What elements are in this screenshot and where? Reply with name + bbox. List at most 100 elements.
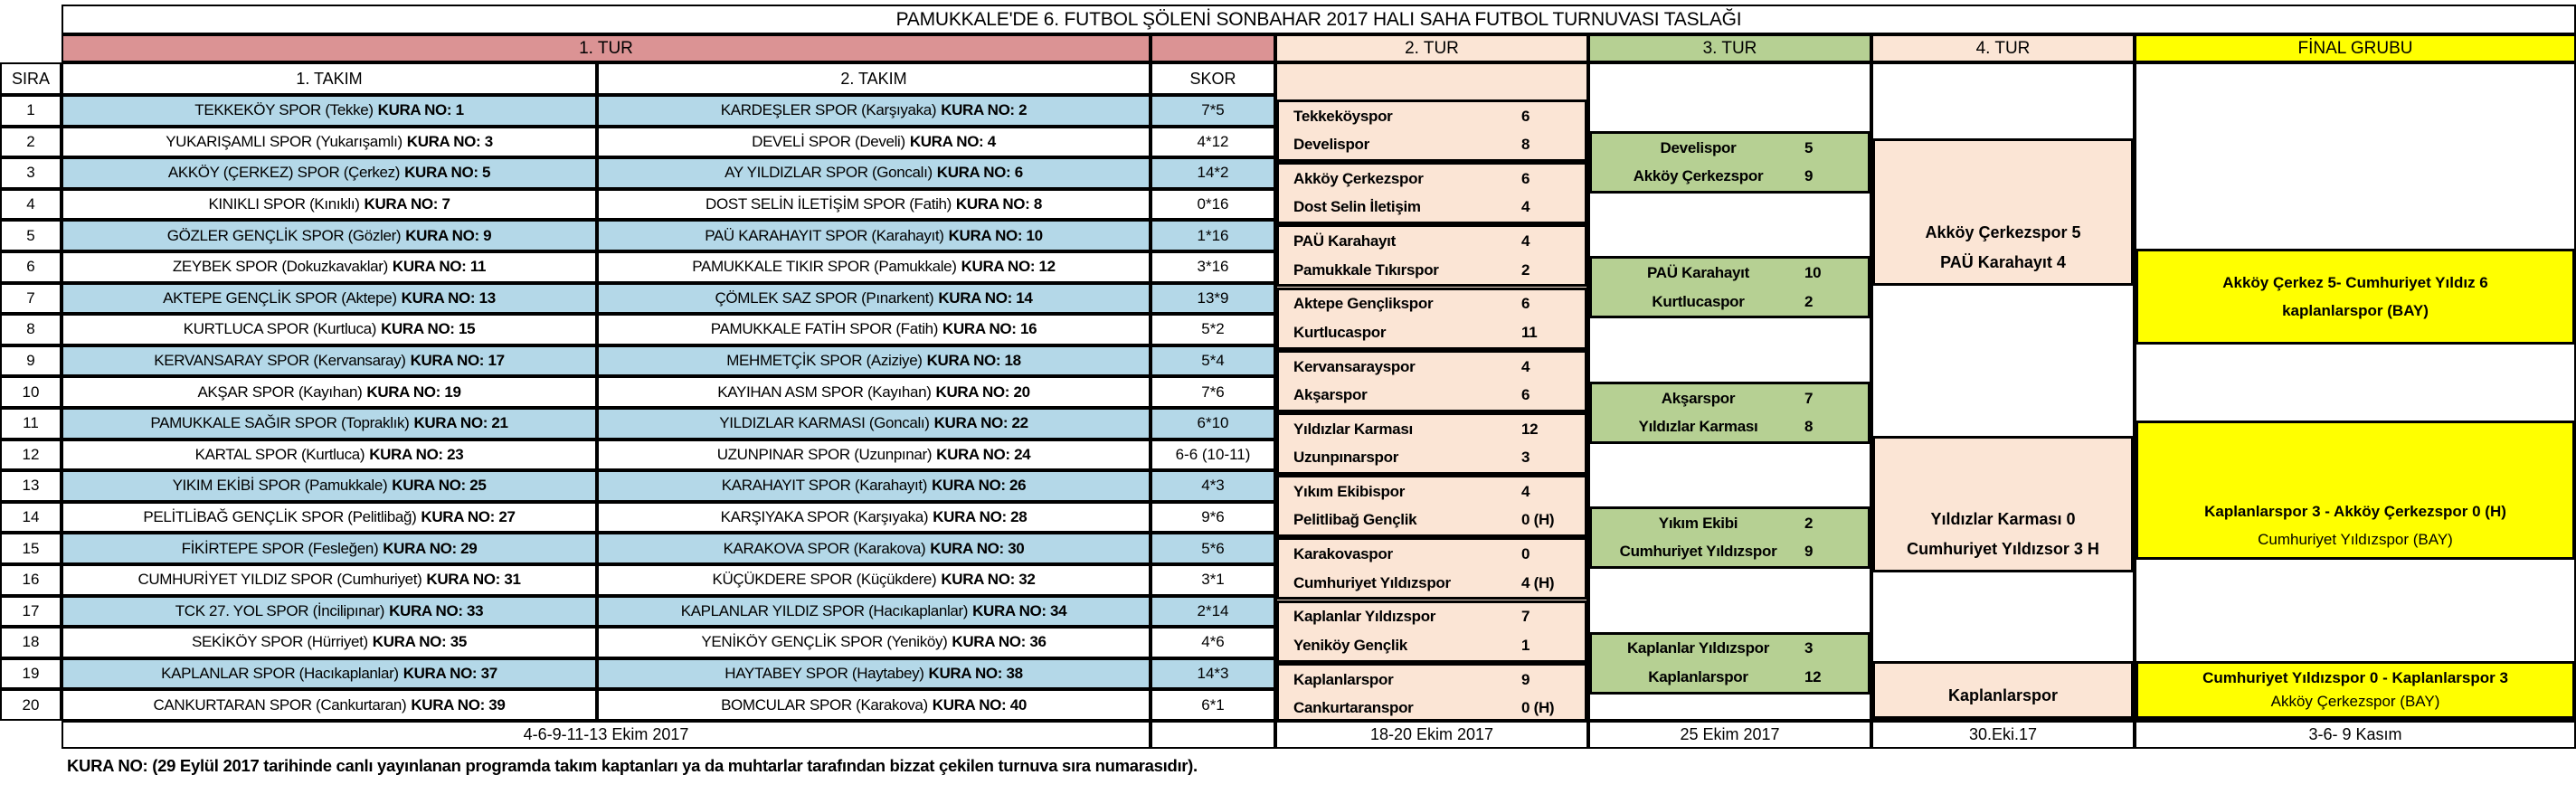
- round4-result-line: PAÜ Karahayıt 4: [1940, 253, 2066, 271]
- team2-cell: DOST SELİN İLETİŞİM SPOR (Fatih) KURA NO:…: [597, 188, 1151, 221]
- final-result-line: Akköy Çerkez 5- Cumhuriyet Yıldız 6: [2222, 274, 2488, 291]
- round2-team: Aktepe Gençlikspor: [1293, 295, 1434, 313]
- team2-cell: KARŞIYAKA SPOR (Karşıyaka) KURA NO: 28: [597, 501, 1151, 534]
- sira-cell: 18: [0, 627, 62, 658]
- team2-kura-no: KURA NO: 28: [933, 508, 1028, 526]
- round2-team: Akşarspor: [1293, 386, 1368, 404]
- sira-cell: 4: [0, 188, 62, 221]
- round2-match-box: PAÜ Karahayıt 4 Pamukkale Tıkırspor 2: [1277, 224, 1586, 288]
- round3-column: Develispor 5 Akköy Çerkezspor 9 PAÜ Karaha…: [1588, 62, 1871, 721]
- team1-cell: KINIKLI SPOR (Kınıklı) KURA NO: 7: [62, 188, 597, 221]
- round2-score: 0: [1521, 545, 1530, 563]
- round2-team: Kurtlucaspor: [1293, 323, 1387, 341]
- team1-cell: TCK 27. YOL SPOR (İncilipınar) KURA NO: 3…: [62, 595, 597, 628]
- round2-score: 6: [1521, 107, 1530, 125]
- team1-name: KARTAL SPOR (Kurtluca): [194, 445, 365, 463]
- team2-cell: PAÜ KARAHAYIT SPOR (Karahayıt) KURA NO: 1…: [597, 220, 1151, 251]
- round1-dates: 4-6-9-11-13 Ekim 2017: [62, 720, 1151, 749]
- round2-score: 8: [1521, 136, 1530, 154]
- team2-name: YENİKÖY GENÇLİK SPOR (Yeniköy): [701, 633, 948, 651]
- team1-cell: GÖZLER GENÇLİK SPOR (Gözler) KURA NO: 9: [62, 220, 597, 251]
- team1-kura-no: KURA NO: 35: [372, 633, 468, 651]
- round4-column: Akköy Çerkezspor 5 PAÜ Karahayıt 4 Yıldı…: [1871, 62, 2135, 721]
- round3-match-box: Akşarspor 7 Yıldızlar Karması 8: [1590, 381, 1870, 444]
- round2-match-box: Akköy Çerkezspor 6 Dost Selin İletişim 4: [1277, 162, 1586, 225]
- round2-score: 1: [1521, 636, 1530, 654]
- team2-name: YILDIZLAR KARMASI (Goncalı): [719, 414, 930, 432]
- round4-dates: 30.Eki.17: [1871, 720, 2135, 749]
- team2-cell: UZUNPINAR SPOR (Uzunpınar) KURA NO: 24: [597, 439, 1151, 471]
- team1-kura-no: KURA NO: 33: [389, 601, 484, 619]
- round2-team: Tekkeköyspor: [1293, 107, 1393, 125]
- sira-cell: 14: [0, 501, 62, 534]
- round2-team: Kaplanlar Yıldızspor: [1293, 608, 1436, 626]
- team1-name: AKKÖY (ÇERKEZ) SPOR (Çerkez): [167, 164, 401, 182]
- final-result-line: kaplanlarspor (BAY): [2282, 302, 2429, 319]
- team2-cell: KARDEŞLER SPOR (Karşıyaka) KURA NO: 2: [597, 95, 1151, 127]
- team2-kura-no: KURA NO: 22: [933, 414, 1029, 432]
- team2-name: KAPLANLAR YILDIZ SPOR (Hacıkaplanlar): [680, 601, 969, 619]
- team2-name: PAMUKKALE FATİH SPOR (Fatih): [710, 320, 939, 338]
- team2-cell: PAMUKKALE TIKIR SPOR (Pamukkale) KURA NO:…: [597, 250, 1151, 283]
- round3-team: Kurtlucaspor: [1652, 292, 1745, 310]
- team1-cell: ZEYBEK SPOR (Dokuzkavaklar) KURA NO: 11: [62, 250, 597, 283]
- round3-score: 10: [1804, 264, 1822, 282]
- team1-name: KINIKLI SPOR (Kınıklı): [208, 195, 360, 213]
- round3-team: PAÜ Karahayıt: [1647, 264, 1749, 282]
- team1-kura-no: KURA NO: 1: [377, 101, 464, 119]
- team2-name: KARŞIYAKA SPOR (Karşıyaka): [720, 508, 929, 526]
- round2-score: 0 (H): [1521, 699, 1555, 717]
- round3-team: Yıldızlar Karması: [1638, 418, 1758, 436]
- team2-kura-no: KURA NO: 16: [942, 320, 1037, 338]
- team1-name: FİKİRTEPE SPOR (Fesleğen): [181, 539, 379, 557]
- team2-kura-no: KURA NO: 38: [928, 664, 1024, 682]
- round3-score: 2: [1804, 292, 1814, 310]
- round2-match-box: Kaplanlarspor 9 Cankurtaranspor 0 (H): [1277, 662, 1586, 719]
- team1-kura-no: KURA NO: 7: [364, 195, 450, 213]
- team1-cell: KERVANSARAY SPOR (Kervansaray) KURA NO: 1…: [62, 345, 597, 377]
- col-header-skor: SKOR: [1151, 62, 1275, 95]
- round3-team: Kaplanlarspor: [1648, 667, 1748, 685]
- round3-team: Kaplanlar Yıldızspor: [1626, 639, 1770, 657]
- team1-kura-no: KURA NO: 3: [406, 132, 493, 150]
- round2-team: PAÜ Karahayıt: [1293, 232, 1396, 250]
- team1-name: KURTLUCA SPOR (Kurtluca): [183, 320, 377, 338]
- round3-match-box: Kaplanlar Yıldızspor 3 Kaplanlarspor 12: [1590, 631, 1870, 695]
- team2-name: KARAHAYIT SPOR (Karahayıt): [721, 477, 928, 495]
- round3-match-box: Yıkım Ekibi 2 Cumhuriyet Yıldızspor 9: [1590, 506, 1870, 570]
- round2-team: Yeniköy Gençlik: [1293, 636, 1407, 654]
- score-cell: 14*3: [1151, 657, 1275, 690]
- sira-cell: 5: [0, 220, 62, 251]
- team1-kura-no: KURA NO: 17: [410, 352, 506, 370]
- round3-match-box: Develispor 5 Akköy Çerkezspor 9: [1590, 131, 1870, 194]
- corner-spacer: [0, 720, 62, 749]
- round2-score: 4: [1521, 357, 1530, 375]
- team2-kura-no: KURA NO: 6: [936, 164, 1023, 182]
- round2-team: Uzunpınarspor: [1293, 449, 1399, 467]
- team2-name: PAMUKKALE TIKIR SPOR (Pamukkale): [692, 258, 957, 276]
- round2-team: Pelitlibağ Gençlik: [1293, 511, 1417, 529]
- team2-cell: PAMUKKALE FATİH SPOR (Fatih) KURA NO: 16: [597, 314, 1151, 345]
- team1-cell: YIKIM EKİBİ SPOR (Pamukkale) KURA NO: 25: [62, 470, 597, 502]
- team2-cell: YENİKÖY GENÇLİK SPOR (Yeniköy) KURA NO: 3…: [597, 627, 1151, 658]
- col-header-team1: 1. TAKIM: [62, 62, 597, 95]
- tournament-table: PAMUKKALE'DE 6. FUTBOL ŞÖLENİ SONBAHAR 2…: [0, 5, 2576, 749]
- round3-team: Akköy Çerkezspor: [1633, 167, 1764, 185]
- team1-cell: KURTLUCA SPOR (Kurtluca) KURA NO: 15: [62, 314, 597, 345]
- team2-kura-no: KURA NO: 20: [935, 383, 1031, 401]
- round2-score: 3: [1521, 449, 1530, 467]
- team1-name: TCK 27. YOL SPOR (İncilipınar): [175, 601, 385, 619]
- team2-cell: HAYTABEY SPOR (Haytabey) KURA NO: 38: [597, 657, 1151, 690]
- round2-match-box: Tekkeköyspor 6 Develispor 8: [1277, 99, 1586, 162]
- score-cell: 6*10: [1151, 407, 1275, 440]
- sira-cell: 2: [0, 126, 62, 158]
- final-dates: 3-6- 9 Kasım: [2135, 720, 2576, 749]
- round3-header: 3. TUR: [1588, 34, 1871, 62]
- round3-match-box: PAÜ Karahayıt 10 Kurtlucaspor 2: [1590, 256, 1870, 319]
- final-cell: Akköy Çerkez 5- Cumhuriyet Yıldız 6 kapl…: [2136, 249, 2574, 345]
- team2-cell: BOMCULAR SPOR (Karakova) KURA NO: 40: [597, 689, 1151, 721]
- team1-kura-no: KURA NO: 11: [392, 258, 487, 276]
- round2-team: Karakovaspor: [1293, 545, 1393, 563]
- team2-cell: DEVELİ SPOR (Develi) KURA NO: 4: [597, 126, 1151, 158]
- team2-kura-no: KURA NO: 4: [909, 132, 996, 150]
